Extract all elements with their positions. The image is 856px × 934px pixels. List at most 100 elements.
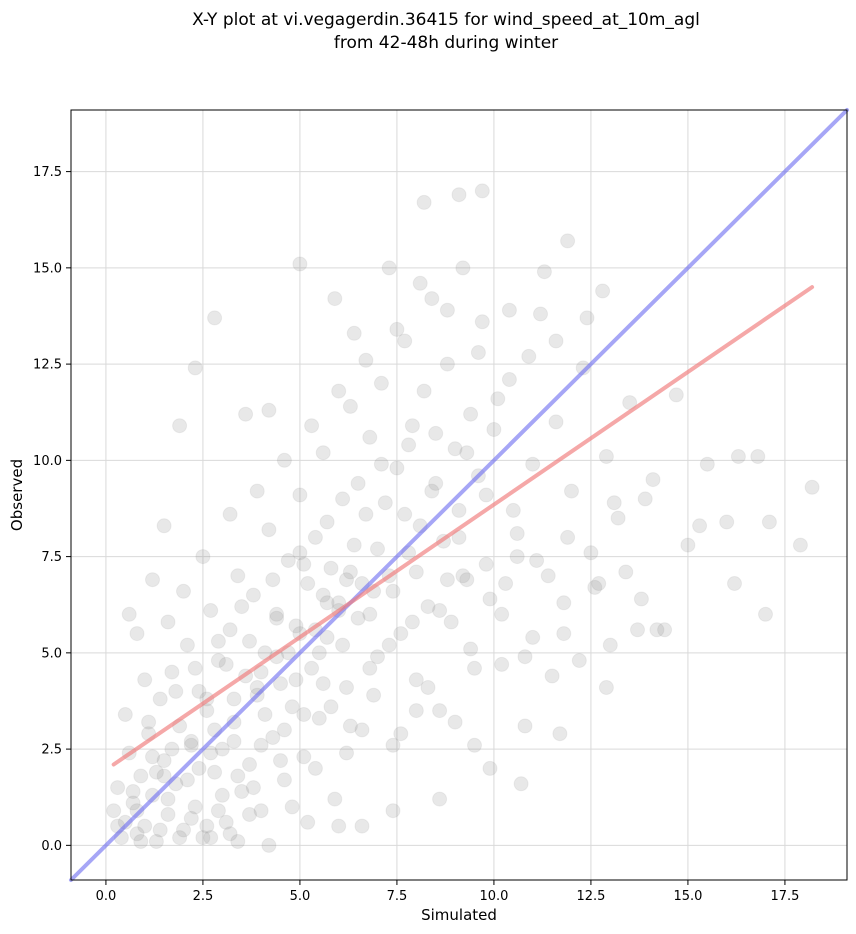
data-point <box>389 321 405 337</box>
data-point <box>451 502 467 518</box>
data-point <box>164 741 180 757</box>
data-point <box>323 699 339 715</box>
data-point <box>432 791 448 807</box>
data-point <box>214 787 230 803</box>
data-point <box>183 737 199 753</box>
data-point <box>230 568 246 584</box>
data-point <box>792 537 808 553</box>
data-point <box>501 372 517 387</box>
data-point <box>428 425 444 441</box>
data-point <box>727 576 742 591</box>
data-point <box>540 568 556 584</box>
data-point <box>412 275 428 291</box>
data-point <box>110 780 126 796</box>
data-point <box>315 587 331 603</box>
data-point <box>556 595 572 611</box>
data-point <box>273 676 288 692</box>
grid-lines <box>71 110 847 880</box>
data-point <box>160 791 176 807</box>
y-tick-label: 2.5 <box>41 743 62 758</box>
data-point <box>218 656 234 672</box>
data-point <box>273 753 288 769</box>
data-point <box>296 707 312 722</box>
data-point <box>354 818 370 834</box>
data-point <box>455 568 471 584</box>
data-point <box>467 737 482 753</box>
data-point <box>474 314 490 330</box>
data-point <box>730 449 746 464</box>
y-tick-label: 7.5 <box>41 550 62 565</box>
data-point <box>385 803 401 819</box>
data-point <box>226 714 242 730</box>
data-point <box>420 599 436 615</box>
data-point <box>424 483 440 499</box>
x-tick-label: 7.5 <box>387 889 408 904</box>
data-point <box>416 194 432 210</box>
data-point <box>311 710 327 726</box>
data-point <box>218 814 234 830</box>
data-point <box>478 556 494 572</box>
data-point <box>339 745 354 761</box>
regression-line <box>111 285 815 767</box>
data-point <box>404 614 420 630</box>
data-point <box>195 830 211 846</box>
data-point <box>358 506 374 522</box>
data-point <box>133 834 149 849</box>
y-tick-label: 5.0 <box>41 646 62 661</box>
data-point <box>439 356 455 372</box>
data-point <box>618 564 634 580</box>
data-point <box>478 487 494 503</box>
data-point <box>319 595 335 611</box>
x-tick-label: 2.5 <box>193 889 214 904</box>
data-point <box>315 445 331 461</box>
data-point <box>117 814 133 830</box>
data-point <box>129 626 145 642</box>
data-point <box>373 375 389 391</box>
chart-title-line-2: from 42-48h during winter <box>334 33 558 53</box>
data-point <box>253 803 269 819</box>
data-point <box>482 591 498 607</box>
data-point <box>571 653 587 668</box>
data-point <box>560 233 576 249</box>
data-point <box>354 722 370 738</box>
data-point <box>129 826 145 842</box>
data-point <box>389 460 405 476</box>
data-point <box>490 391 506 407</box>
data-point <box>381 637 397 653</box>
data-point <box>276 722 292 738</box>
data-point <box>210 653 226 668</box>
data-point <box>284 699 300 715</box>
data-point <box>288 672 304 688</box>
data-point <box>133 768 149 784</box>
data-point <box>145 572 160 588</box>
data-point <box>183 733 199 749</box>
data-point <box>598 449 614 464</box>
data-point <box>544 668 560 684</box>
data-point <box>156 518 172 534</box>
data-point <box>393 626 409 642</box>
data-point <box>443 614 459 630</box>
data-point <box>463 641 479 657</box>
data-point <box>463 406 479 422</box>
x-tick-label: 17.5 <box>770 889 799 904</box>
data-point <box>160 614 176 630</box>
data-point <box>645 472 661 488</box>
data-point <box>148 764 164 780</box>
x-tick-label: 12.5 <box>576 889 605 904</box>
data-point <box>432 603 448 618</box>
data-point <box>397 333 413 349</box>
data-point <box>242 633 257 649</box>
data-point <box>397 506 413 522</box>
data-point <box>598 680 614 695</box>
data-point <box>265 730 281 745</box>
data-point <box>125 795 141 811</box>
data-point <box>610 510 626 526</box>
data-point <box>602 637 618 653</box>
data-point <box>222 826 238 842</box>
data-point <box>261 402 277 418</box>
data-point <box>280 553 296 568</box>
data-point <box>362 429 378 445</box>
data-point <box>482 760 498 776</box>
data-point <box>630 622 645 638</box>
data-point <box>761 514 777 530</box>
